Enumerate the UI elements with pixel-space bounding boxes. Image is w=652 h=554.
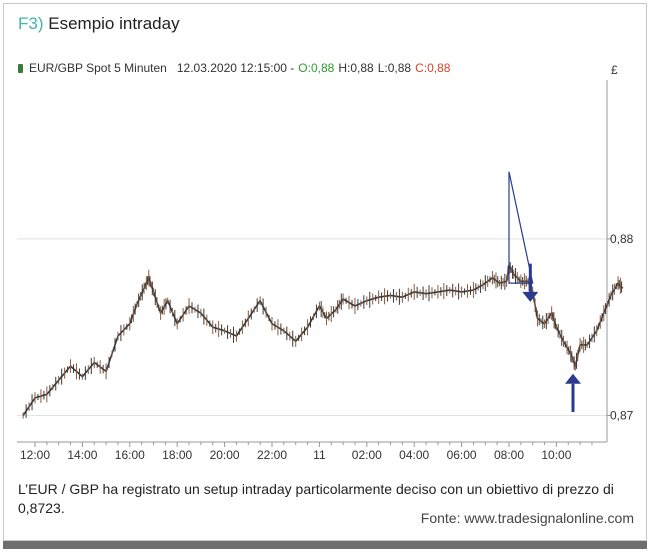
chart-annotations bbox=[508, 171, 581, 412]
figure-source: Fonte: www.tradesignalonline.com bbox=[420, 510, 634, 526]
pattern-triangle bbox=[508, 171, 534, 284]
x-tick-label: 02:00 bbox=[352, 448, 382, 462]
chart-grid bbox=[17, 238, 607, 417]
x-tick-label: 08:00 bbox=[494, 448, 524, 462]
figure-title-text: Esempio intraday bbox=[48, 14, 180, 33]
x-tick-label: 14:00 bbox=[67, 448, 97, 462]
x-tick-label: 18:00 bbox=[162, 448, 192, 462]
arrow-down-head bbox=[522, 291, 539, 302]
figure-caption: L’EUR / GBP ha registrato un setup intra… bbox=[18, 481, 614, 516]
legend-close: C:0,88 bbox=[415, 61, 451, 75]
chart-legend: EUR/GBP Spot 5 Minuten 12.03.2020 12:15:… bbox=[18, 61, 450, 75]
x-tick-label: 06:00 bbox=[447, 448, 477, 462]
y-tick-label: 0,88 bbox=[610, 232, 634, 246]
bottom-rule bbox=[3, 541, 647, 549]
price-series bbox=[22, 257, 624, 419]
x-tick-label: 22:00 bbox=[257, 448, 287, 462]
x-tick-label: 16:00 bbox=[115, 448, 145, 462]
x-axis-ticks: 12:00 14:00 16:00 18:00 20:00 22:00 11 02:00 04:… bbox=[20, 442, 593, 462]
legend-high: H:0,88 bbox=[338, 61, 374, 75]
candle-icon bbox=[18, 63, 23, 73]
x-tick-label: 20:00 bbox=[210, 448, 240, 462]
arrow-up-head bbox=[564, 373, 581, 384]
legend-open: O:0,88 bbox=[298, 61, 335, 75]
figure-label: F3) bbox=[18, 14, 44, 33]
price-chart: 12:00 14:00 16:00 18:00 20:00 22:00 11 02:00 04:… bbox=[17, 63, 634, 462]
y-tick-label: 0,87 bbox=[610, 409, 634, 423]
x-tick-label: 12:00 bbox=[20, 448, 50, 462]
x-tick-label: 11 bbox=[313, 448, 326, 462]
y-axis-unit: £ bbox=[611, 63, 618, 77]
figure-frame bbox=[3, 3, 647, 541]
legend-datetime: 12.03.2020 12:15:00 - bbox=[176, 61, 295, 75]
x-tick-label: 10:00 bbox=[541, 448, 571, 462]
legend-low: L:0,88 bbox=[377, 61, 412, 75]
legend-instrument: EUR/GBP Spot 5 Minuten bbox=[29, 61, 167, 75]
figure-title: F3) Esempio intraday bbox=[18, 14, 180, 34]
y-axis-ticks: 0,88 0,87 bbox=[607, 232, 634, 423]
x-tick-label: 04:00 bbox=[399, 448, 429, 462]
